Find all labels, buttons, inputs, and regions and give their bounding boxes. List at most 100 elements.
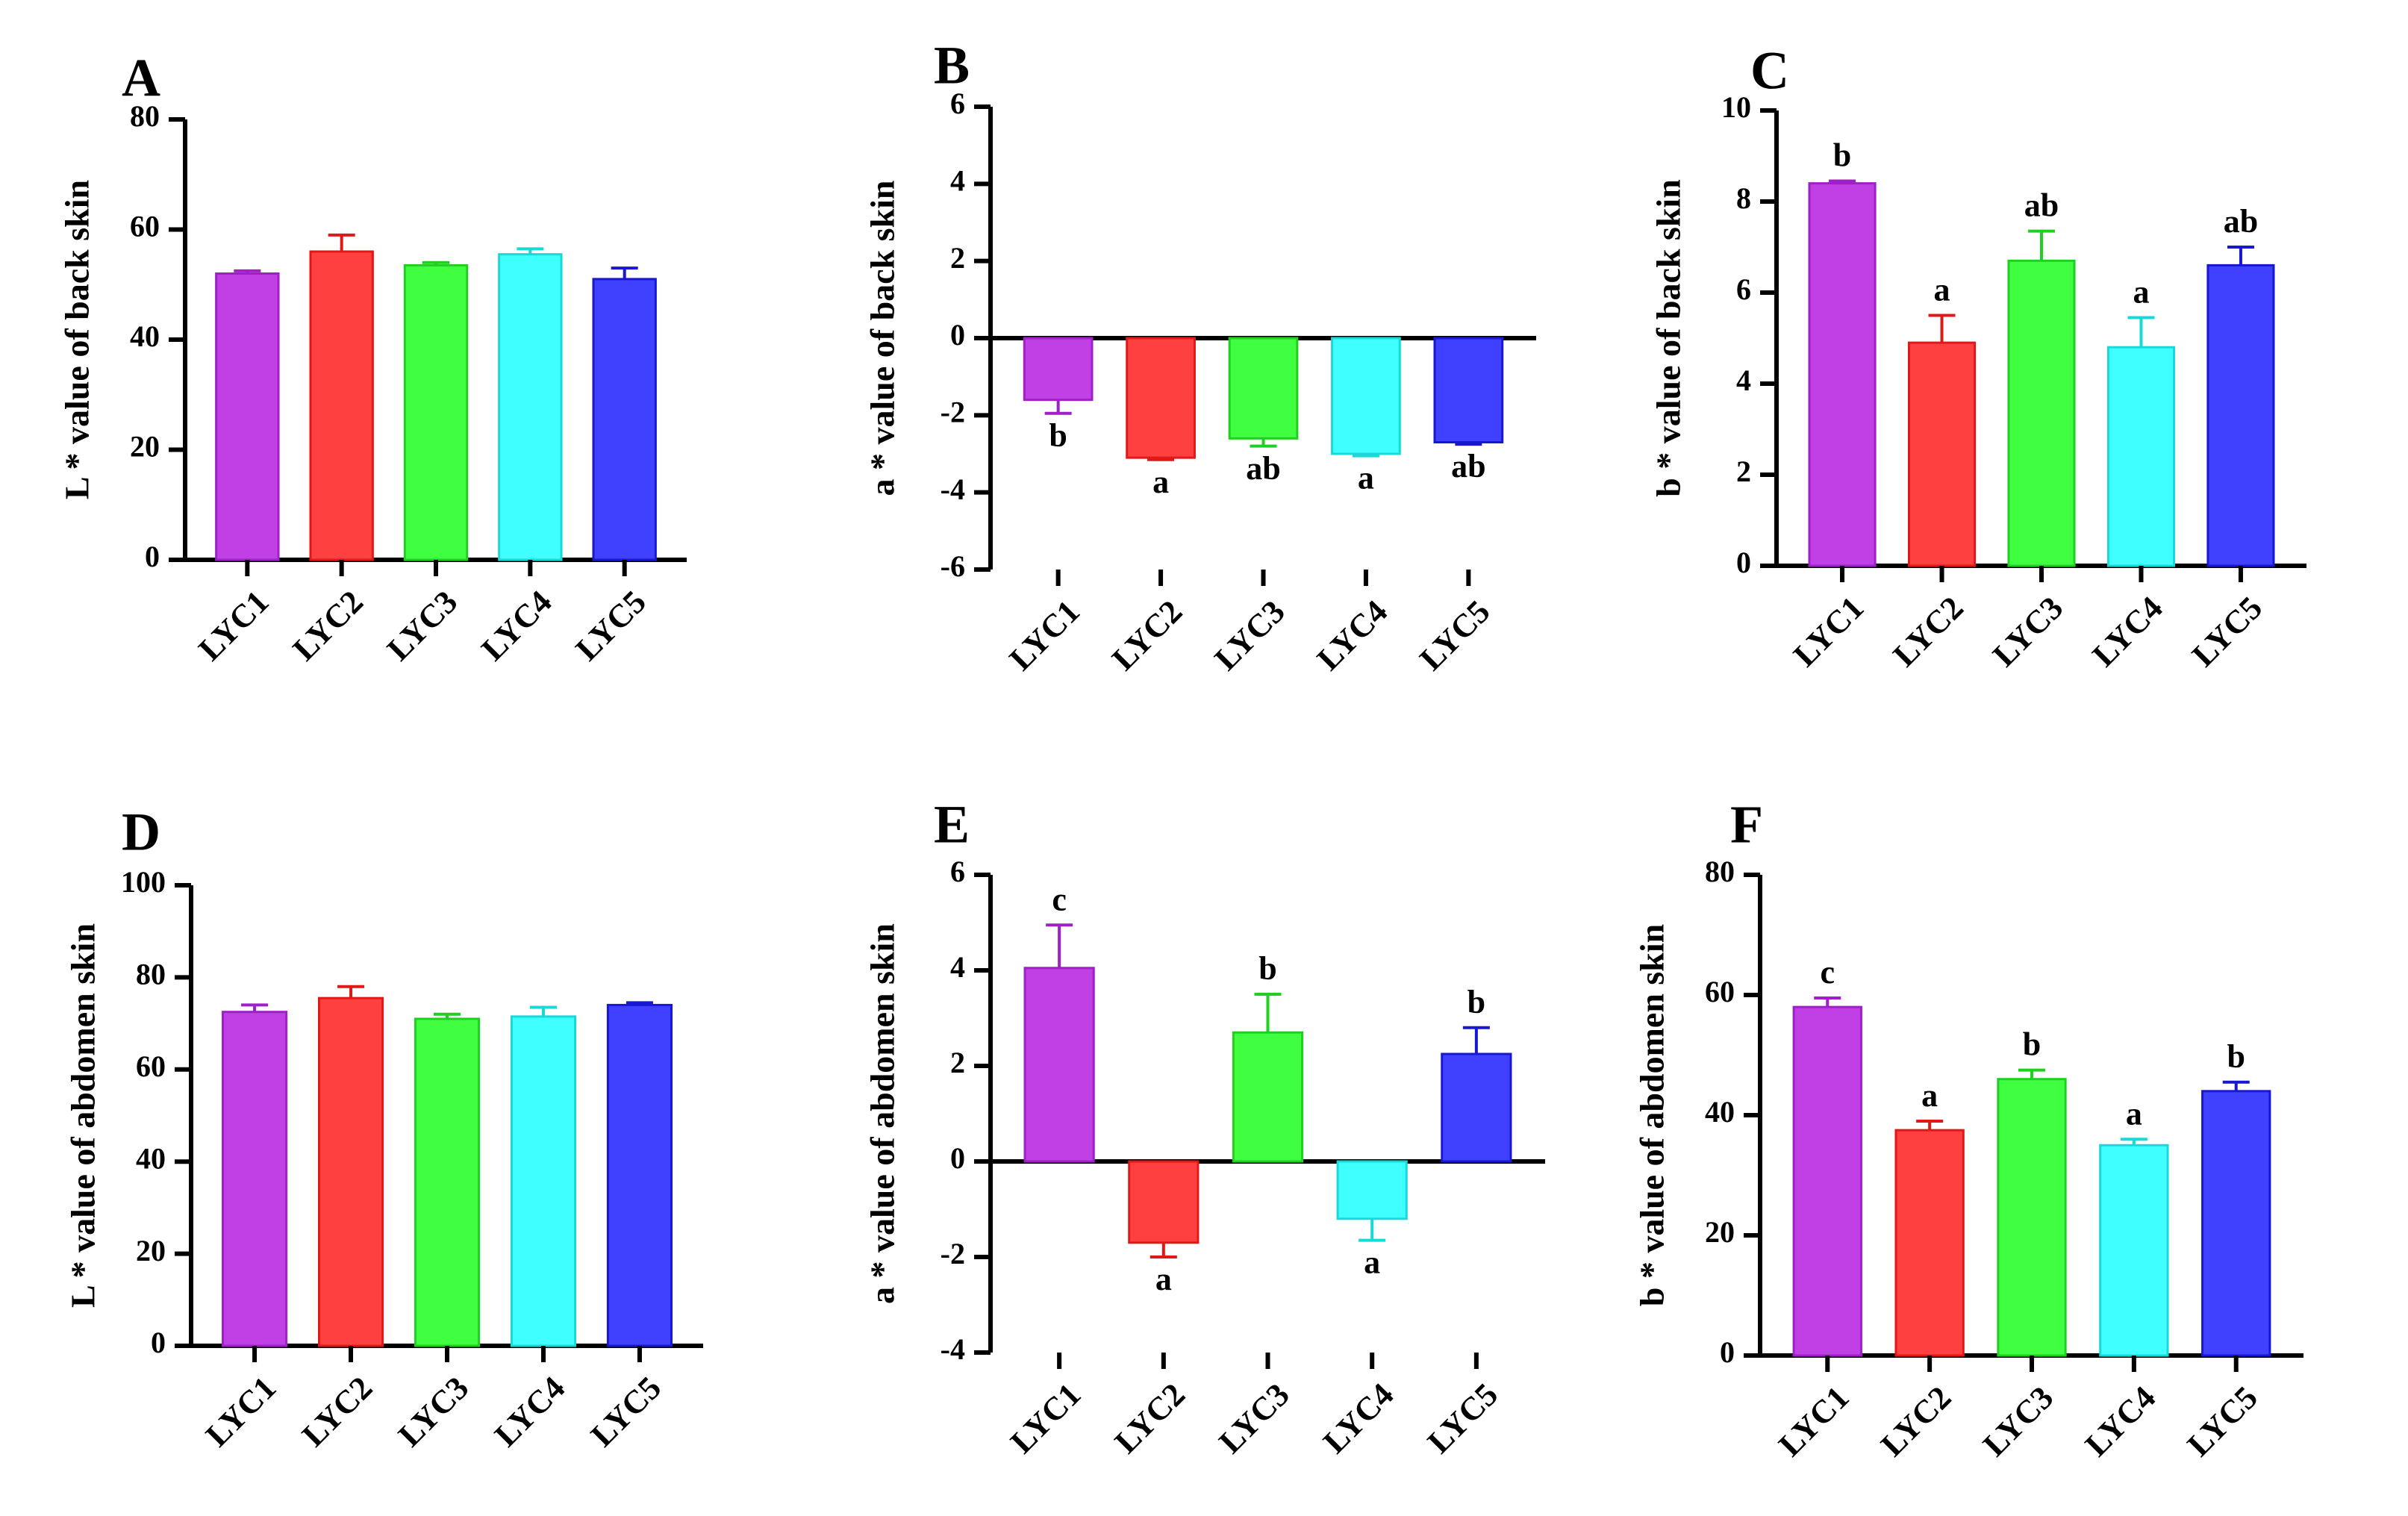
significance-letter: a [1155, 1261, 1172, 1297]
significance-letter: a [1358, 460, 1374, 496]
y-tick-label: 0 [950, 318, 965, 352]
x-tick-label: LYC3 [1212, 1376, 1297, 1461]
bar-LYC2 [1126, 337, 1196, 459]
y-tick-label: 2 [950, 241, 965, 275]
x-tick-label: LYC5 [2180, 1379, 2265, 1464]
significance-letter: c [1052, 881, 1067, 917]
x-tick-label: LYC5 [2185, 590, 2269, 674]
x-tick-label: LYC4 [2078, 1379, 2162, 1464]
y-axis-label: a * value of back skin [864, 180, 902, 496]
x-tick-label: LYC4 [475, 584, 559, 668]
bar-LYC1 [215, 272, 280, 561]
bar-LYC3 [1228, 337, 1299, 440]
y-tick-label: 80 [136, 958, 166, 991]
significance-letter: b [1467, 984, 1485, 1020]
significance-letter: b [1258, 950, 1276, 987]
y-tick-label: 6 [950, 855, 965, 888]
chart-panel-A: A 0 20 40 60 80 L * value of back skin LYC1 LYC2… [58, 49, 687, 668]
y-tick-label: 40 [136, 1141, 166, 1175]
significance-letter: b [1049, 417, 1067, 454]
x-tick-label: LYC4 [1310, 593, 1394, 678]
bar-LYC5 [606, 1003, 673, 1347]
bar-LYC1 [1808, 182, 1877, 567]
bar-LYC3 [1997, 1078, 2067, 1357]
x-tick-label: LYC3 [391, 1370, 475, 1454]
y-tick-label: 6 [950, 87, 965, 120]
y-axis-label: b * value of abdomen skin [1633, 924, 1671, 1307]
significance-letter: b [2227, 1038, 2245, 1075]
panel-letter: B [934, 36, 970, 96]
y-tick-label: 20 [130, 430, 160, 464]
y-tick-label: 6 [1736, 272, 1751, 306]
y-tick-label: -2 [941, 396, 965, 429]
x-tick-label: LYC3 [1208, 593, 1292, 678]
bar-LYC4 [2099, 1144, 2169, 1357]
bar-LYC5 [592, 278, 657, 561]
x-tick-label: LYC1 [1002, 593, 1087, 678]
bar-LYC3 [403, 263, 469, 561]
significance-letter: ab [2224, 203, 2258, 240]
y-tick-label: 60 [136, 1049, 166, 1083]
bar-LYC3 [414, 1017, 481, 1347]
bar-LYC2 [1128, 1160, 1200, 1244]
y-axis-label: L * value of back skin [58, 180, 96, 499]
x-tick-label: LYC4 [487, 1370, 572, 1454]
bar-LYC3 [1232, 1031, 1304, 1163]
y-tick-label: 8 [1736, 181, 1751, 215]
y-tick-label: 0 [950, 1141, 965, 1175]
y-tick-label: 100 [121, 865, 166, 899]
x-tick-label: LYC2 [1105, 593, 1189, 678]
bar-LYC1 [1792, 1005, 1862, 1357]
x-tick-label: LYC5 [584, 1370, 668, 1454]
significance-letter: a [1152, 464, 1169, 500]
x-tick-label: LYC2 [295, 1370, 379, 1454]
x-tick-label: LYC3 [380, 584, 464, 668]
y-tick-label: 4 [1736, 364, 1751, 397]
y-tick-label: 40 [130, 319, 160, 353]
y-tick-label: 4 [950, 164, 965, 198]
chart-panel-F: F 0 20 40 60 80 b * value of abdomen skin c LYC1… [1633, 795, 2303, 1464]
y-tick-label: 2 [1736, 455, 1751, 488]
y-axis-label: a * value of abdomen skin [864, 923, 902, 1304]
panel-letter: A [122, 49, 160, 108]
bar-LYC1 [1023, 967, 1095, 1163]
bar-LYC2 [1907, 341, 1977, 567]
panel-letter: E [934, 795, 970, 855]
x-tick-label: LYC1 [191, 584, 275, 668]
y-tick-label: -6 [941, 549, 965, 583]
x-tick-label: LYC4 [1316, 1376, 1400, 1461]
significance-letter: ab [2024, 187, 2059, 224]
significance-letter: b [1833, 137, 1851, 174]
chart-panel-C: C 0 2 4 6 8 10 b * value of back skin b LYC1 a LYC2… [1650, 41, 2306, 674]
y-tick-label: 20 [136, 1234, 166, 1267]
chart-panel-E: E -4 -2 0 2 4 6 a * value of abdomen skin c LYC1 a… [864, 795, 1545, 1461]
x-tick-label: LYC1 [1786, 590, 1871, 674]
significance-letter: a [1934, 272, 1950, 308]
x-tick-label: LYC2 [1886, 590, 1971, 674]
bar-LYC5 [1433, 337, 1504, 443]
chart-panel-D: D 0 20 40 60 80 100 L * value of abdomen skin LY… [64, 802, 703, 1454]
y-tick-label: 0 [1720, 1335, 1735, 1369]
y-tick-label: 10 [1721, 90, 1751, 124]
bar-LYC2 [309, 250, 374, 561]
x-tick-label: LYC5 [1413, 593, 1497, 678]
x-tick-label: LYC4 [2086, 590, 2170, 674]
bar-LYC5 [2201, 1090, 2271, 1357]
x-tick-label: LYC1 [1003, 1376, 1088, 1461]
bar-LYC1 [1023, 337, 1094, 402]
bar-LYC3 [2007, 259, 2076, 567]
x-tick-label: LYC2 [1874, 1379, 1958, 1464]
y-axis-label: b * value of back skin [1650, 179, 1688, 497]
y-tick-label: 80 [1705, 855, 1735, 888]
y-tick-label: 0 [145, 540, 160, 573]
y-tick-label: 80 [130, 99, 160, 133]
significance-letter: a [2126, 1095, 2142, 1132]
x-tick-label: LYC5 [1420, 1376, 1505, 1461]
significance-letter: ab [1451, 448, 1485, 484]
y-tick-label: -2 [941, 1237, 965, 1270]
bar-LYC4 [1336, 1160, 1408, 1220]
x-tick-label: LYC1 [1771, 1379, 1856, 1464]
x-tick-label: LYC5 [569, 584, 653, 668]
bar-LYC4 [510, 1015, 577, 1347]
